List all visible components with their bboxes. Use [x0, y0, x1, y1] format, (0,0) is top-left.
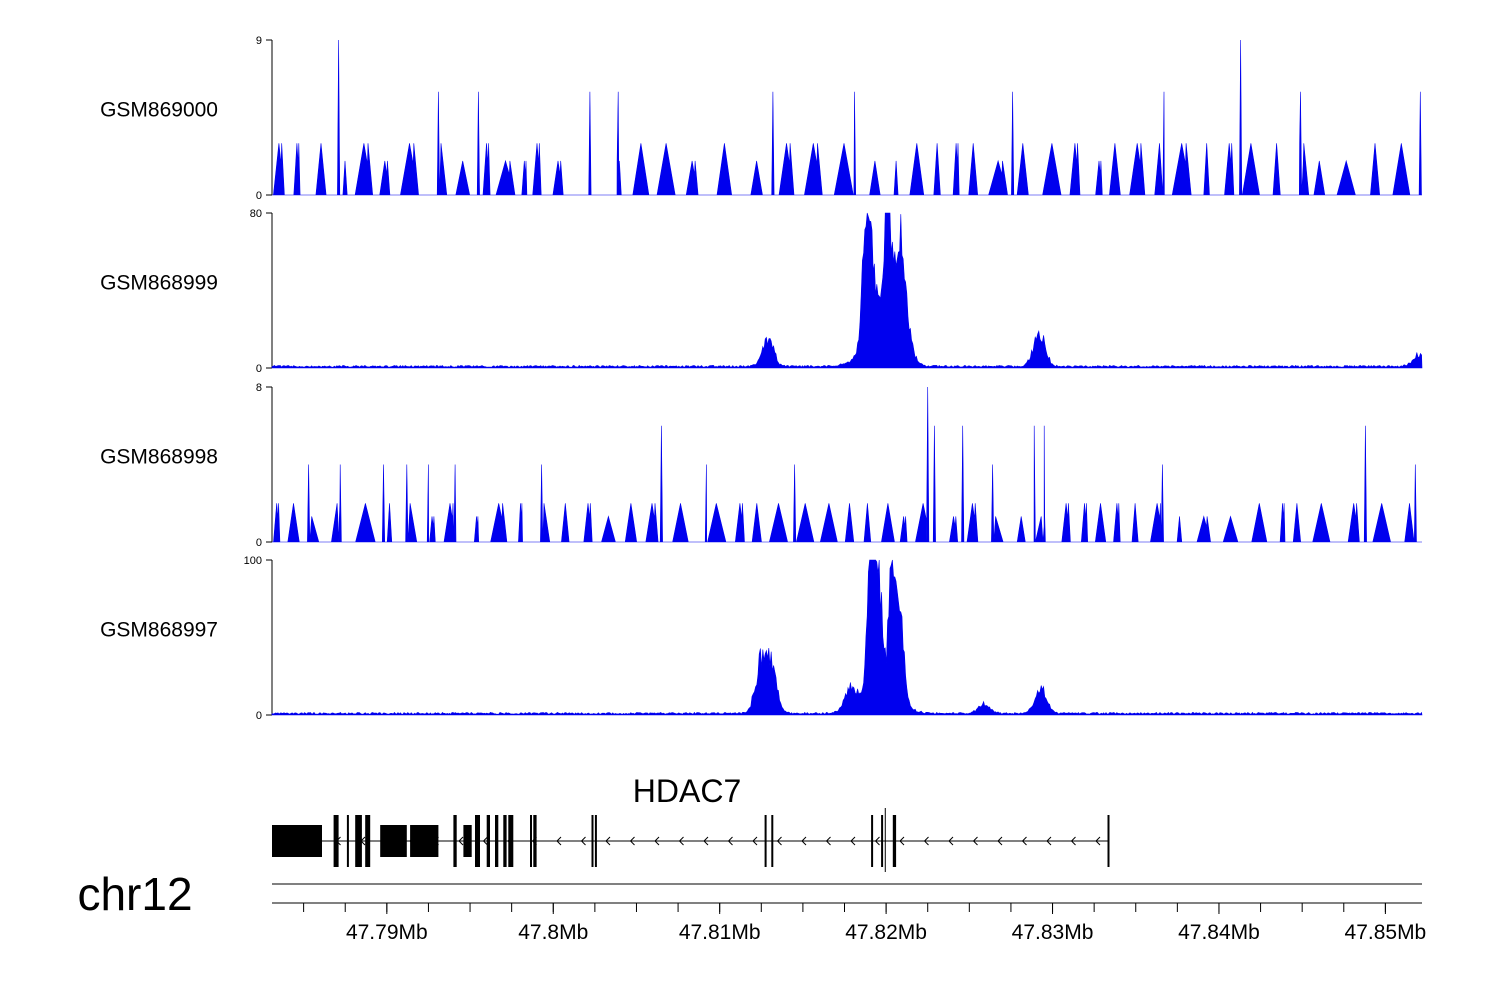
track-name-label: GSM868999	[100, 272, 218, 295]
gene-exon	[346, 815, 349, 867]
strand-arrow	[580, 836, 586, 846]
strand-arrow	[1070, 836, 1076, 846]
gene-exon	[463, 825, 472, 857]
strand-arrow	[556, 836, 562, 846]
gene-exon	[594, 815, 597, 867]
gene-exon	[272, 825, 292, 857]
strand-arrow	[1046, 836, 1052, 846]
track-gsm869000: 9 0 GSM869000	[100, 35, 1422, 202]
chromosome-label: chr12	[77, 868, 192, 920]
gene-exon	[333, 815, 339, 867]
strand-arrow	[703, 836, 709, 846]
genome-axis: chr12 47.79Mb 47.8Mb 47.81Mb 47.82Mb 47.83Mb 4…	[77, 868, 1426, 944]
strand-arrow	[1021, 836, 1027, 846]
strand-arrow	[605, 836, 611, 846]
gene-exon	[355, 815, 362, 867]
strand-arrow	[727, 836, 733, 846]
strand-arrow	[923, 836, 929, 846]
track-ymin-label: 0	[256, 190, 262, 202]
gene-name-label: HDAC7	[633, 773, 741, 809]
gene-exon	[365, 815, 371, 867]
coverage-area	[272, 386, 1422, 543]
track-name-label: GSM868998	[100, 446, 218, 469]
gene-exon	[764, 815, 767, 867]
strand-arrow	[850, 836, 856, 846]
gene-exon	[530, 815, 532, 867]
gene-exon	[475, 815, 480, 867]
strand-arrow	[482, 836, 488, 846]
strand-arrow	[678, 836, 684, 846]
strand-arrow	[801, 836, 807, 846]
axis-tick-label: 47.8Mb	[518, 921, 588, 944]
strand-arrow	[874, 836, 880, 846]
gene-exon	[495, 815, 499, 867]
track-name-label: GSM869000	[100, 99, 218, 122]
axis-tick-label: 47.84Mb	[1178, 921, 1260, 944]
strand-arrow	[825, 836, 831, 846]
track-ymax-label: 8	[256, 382, 262, 394]
coverage-area	[271, 559, 1423, 716]
strand-arrow	[899, 836, 905, 846]
track-ymin-label: 0	[256, 363, 262, 375]
strand-arrow	[629, 836, 635, 846]
strand-arrow	[972, 836, 978, 846]
track-gsm868998: 8 0 GSM868998	[100, 382, 1422, 549]
gene-exon	[410, 825, 439, 857]
gene-exon	[380, 825, 407, 857]
track-gsm868997: 100 0 GSM868997	[100, 555, 1423, 722]
axis-tick-label: 47.85Mb	[1345, 921, 1427, 944]
axis-tick-label: 47.82Mb	[845, 921, 927, 944]
gene-exon	[533, 815, 537, 867]
axis-tick-label: 47.79Mb	[346, 921, 428, 944]
gene-track: HDAC7	[272, 773, 1110, 872]
strand-arrow	[654, 836, 660, 846]
axis-tick-label: 47.83Mb	[1012, 921, 1094, 944]
track-ymax-label: 80	[250, 208, 262, 220]
gene-exon	[591, 815, 594, 867]
gene-exon	[486, 815, 490, 867]
track-ymax-label: 9	[256, 35, 262, 47]
track-ymax-label: 100	[244, 555, 262, 567]
gene-exon	[881, 815, 884, 867]
coverage-area	[271, 212, 1423, 369]
axis-tick-label: 47.81Mb	[679, 921, 761, 944]
gene-exon	[1107, 815, 1110, 867]
gene-exon	[292, 825, 322, 857]
strand-arrow	[458, 836, 464, 846]
gene-exon	[871, 815, 874, 867]
track-ymin-label: 0	[256, 537, 262, 549]
gene-exon	[892, 815, 897, 867]
strand-arrow	[776, 836, 782, 846]
strand-arrow	[1095, 836, 1101, 846]
gene-exon	[508, 815, 514, 867]
gene-exon	[453, 815, 457, 867]
strand-arrow	[752, 836, 758, 846]
gene-exon	[503, 815, 507, 867]
track-name-label: GSM868997	[100, 619, 218, 642]
coverage-area	[272, 39, 1422, 196]
track-ymin-label: 0	[256, 710, 262, 722]
strand-arrow	[948, 836, 954, 846]
gene-exon	[771, 815, 774, 867]
strand-arrow	[997, 836, 1003, 846]
track-gsm868999: 80 0 GSM868999	[100, 208, 1423, 375]
